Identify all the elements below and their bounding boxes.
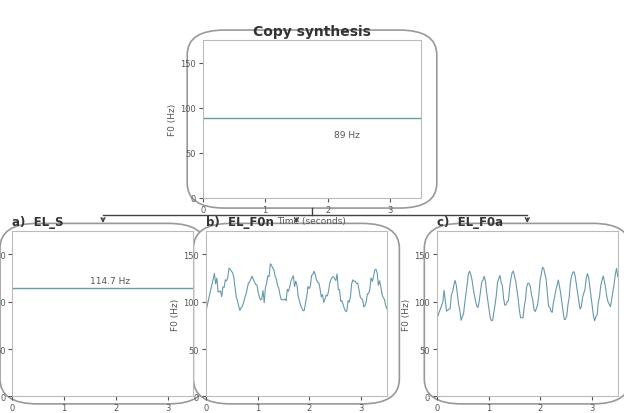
X-axis label: Time (seconds): Time (seconds) (278, 217, 346, 226)
Y-axis label: F0 (Hz): F0 (Hz) (402, 298, 411, 330)
Y-axis label: F0 (Hz): F0 (Hz) (172, 298, 180, 330)
Text: 114.7 Hz: 114.7 Hz (90, 276, 130, 285)
Text: a)  EL_S: a) EL_S (12, 216, 64, 229)
Title: Copy synthesis: Copy synthesis (253, 25, 371, 39)
Text: c)  EL_F0a: c) EL_F0a (437, 216, 503, 229)
Y-axis label: F0 (Hz): F0 (Hz) (168, 104, 177, 136)
Text: b)  EL_F0n: b) EL_F0n (206, 216, 274, 229)
Text: 89 Hz: 89 Hz (334, 131, 359, 140)
